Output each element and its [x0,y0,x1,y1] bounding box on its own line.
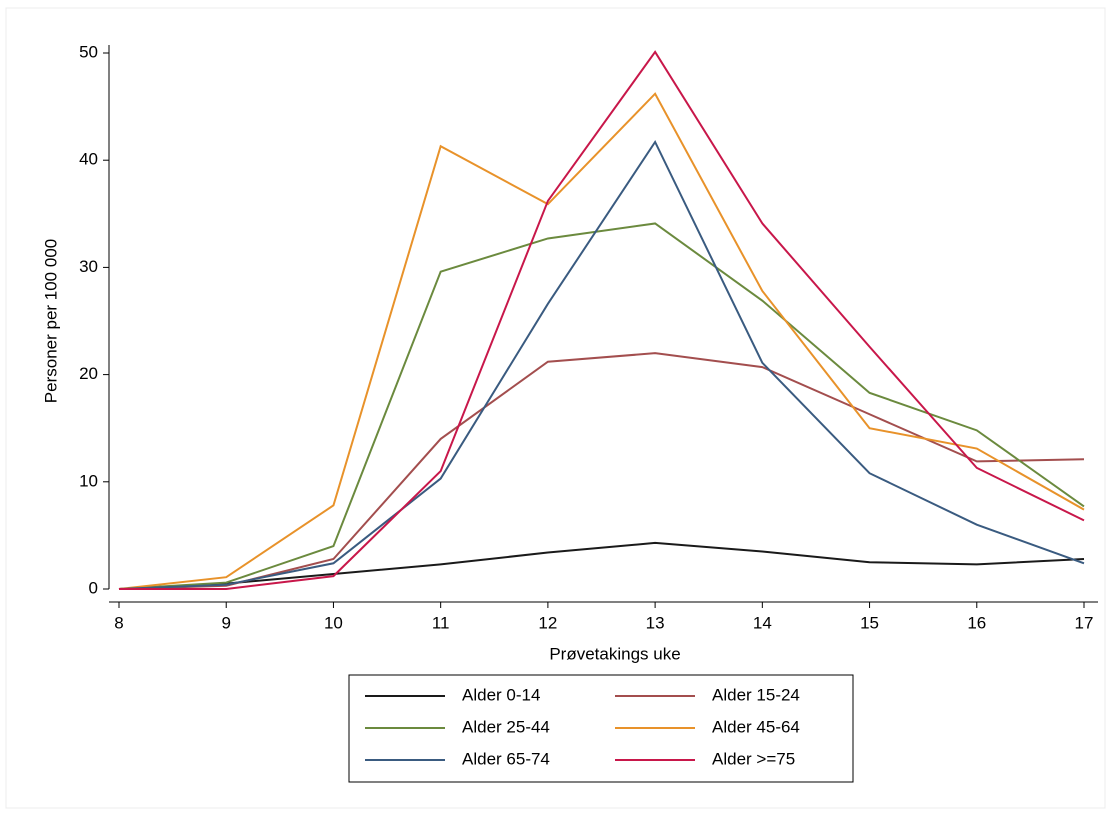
y-tick-label: 0 [89,578,98,597]
legend-label: Alder 25-44 [462,717,550,736]
y-axis-title: Personer per 100 000 [41,239,60,403]
legend-label: Alder 65-74 [462,749,550,768]
x-tick-label: 9 [221,613,230,632]
y-tick-label: 40 [79,150,98,169]
series-line [119,50,1085,590]
series-line [118,222,1085,590]
legend-label: Alder >=75 [712,749,795,768]
y-tick-label: 10 [79,471,98,490]
x-axis-title: Prøvetakings uke [549,644,680,663]
legend-label: Alder 45-64 [712,717,800,736]
x-tick-label: 13 [646,613,665,632]
x-tick-label: 16 [967,613,986,632]
x-tick-label: 8 [114,613,123,632]
y-tick-label: 20 [79,364,98,383]
legend-label: Alder 0-14 [462,685,540,704]
x-tick-label: 15 [860,613,879,632]
x-tick-label: 14 [753,613,772,632]
legend-label: Alder 15-24 [712,685,800,704]
x-tick-label: 10 [324,613,343,632]
series-line [118,92,1085,590]
series-line [118,139,1085,590]
y-tick-label: 30 [79,257,98,276]
x-tick-label: 17 [1075,613,1094,632]
y-tick-label: 50 [79,42,98,61]
x-tick-label: 12 [538,613,557,632]
x-tick-label: 11 [432,613,450,632]
series-line [118,541,1085,590]
